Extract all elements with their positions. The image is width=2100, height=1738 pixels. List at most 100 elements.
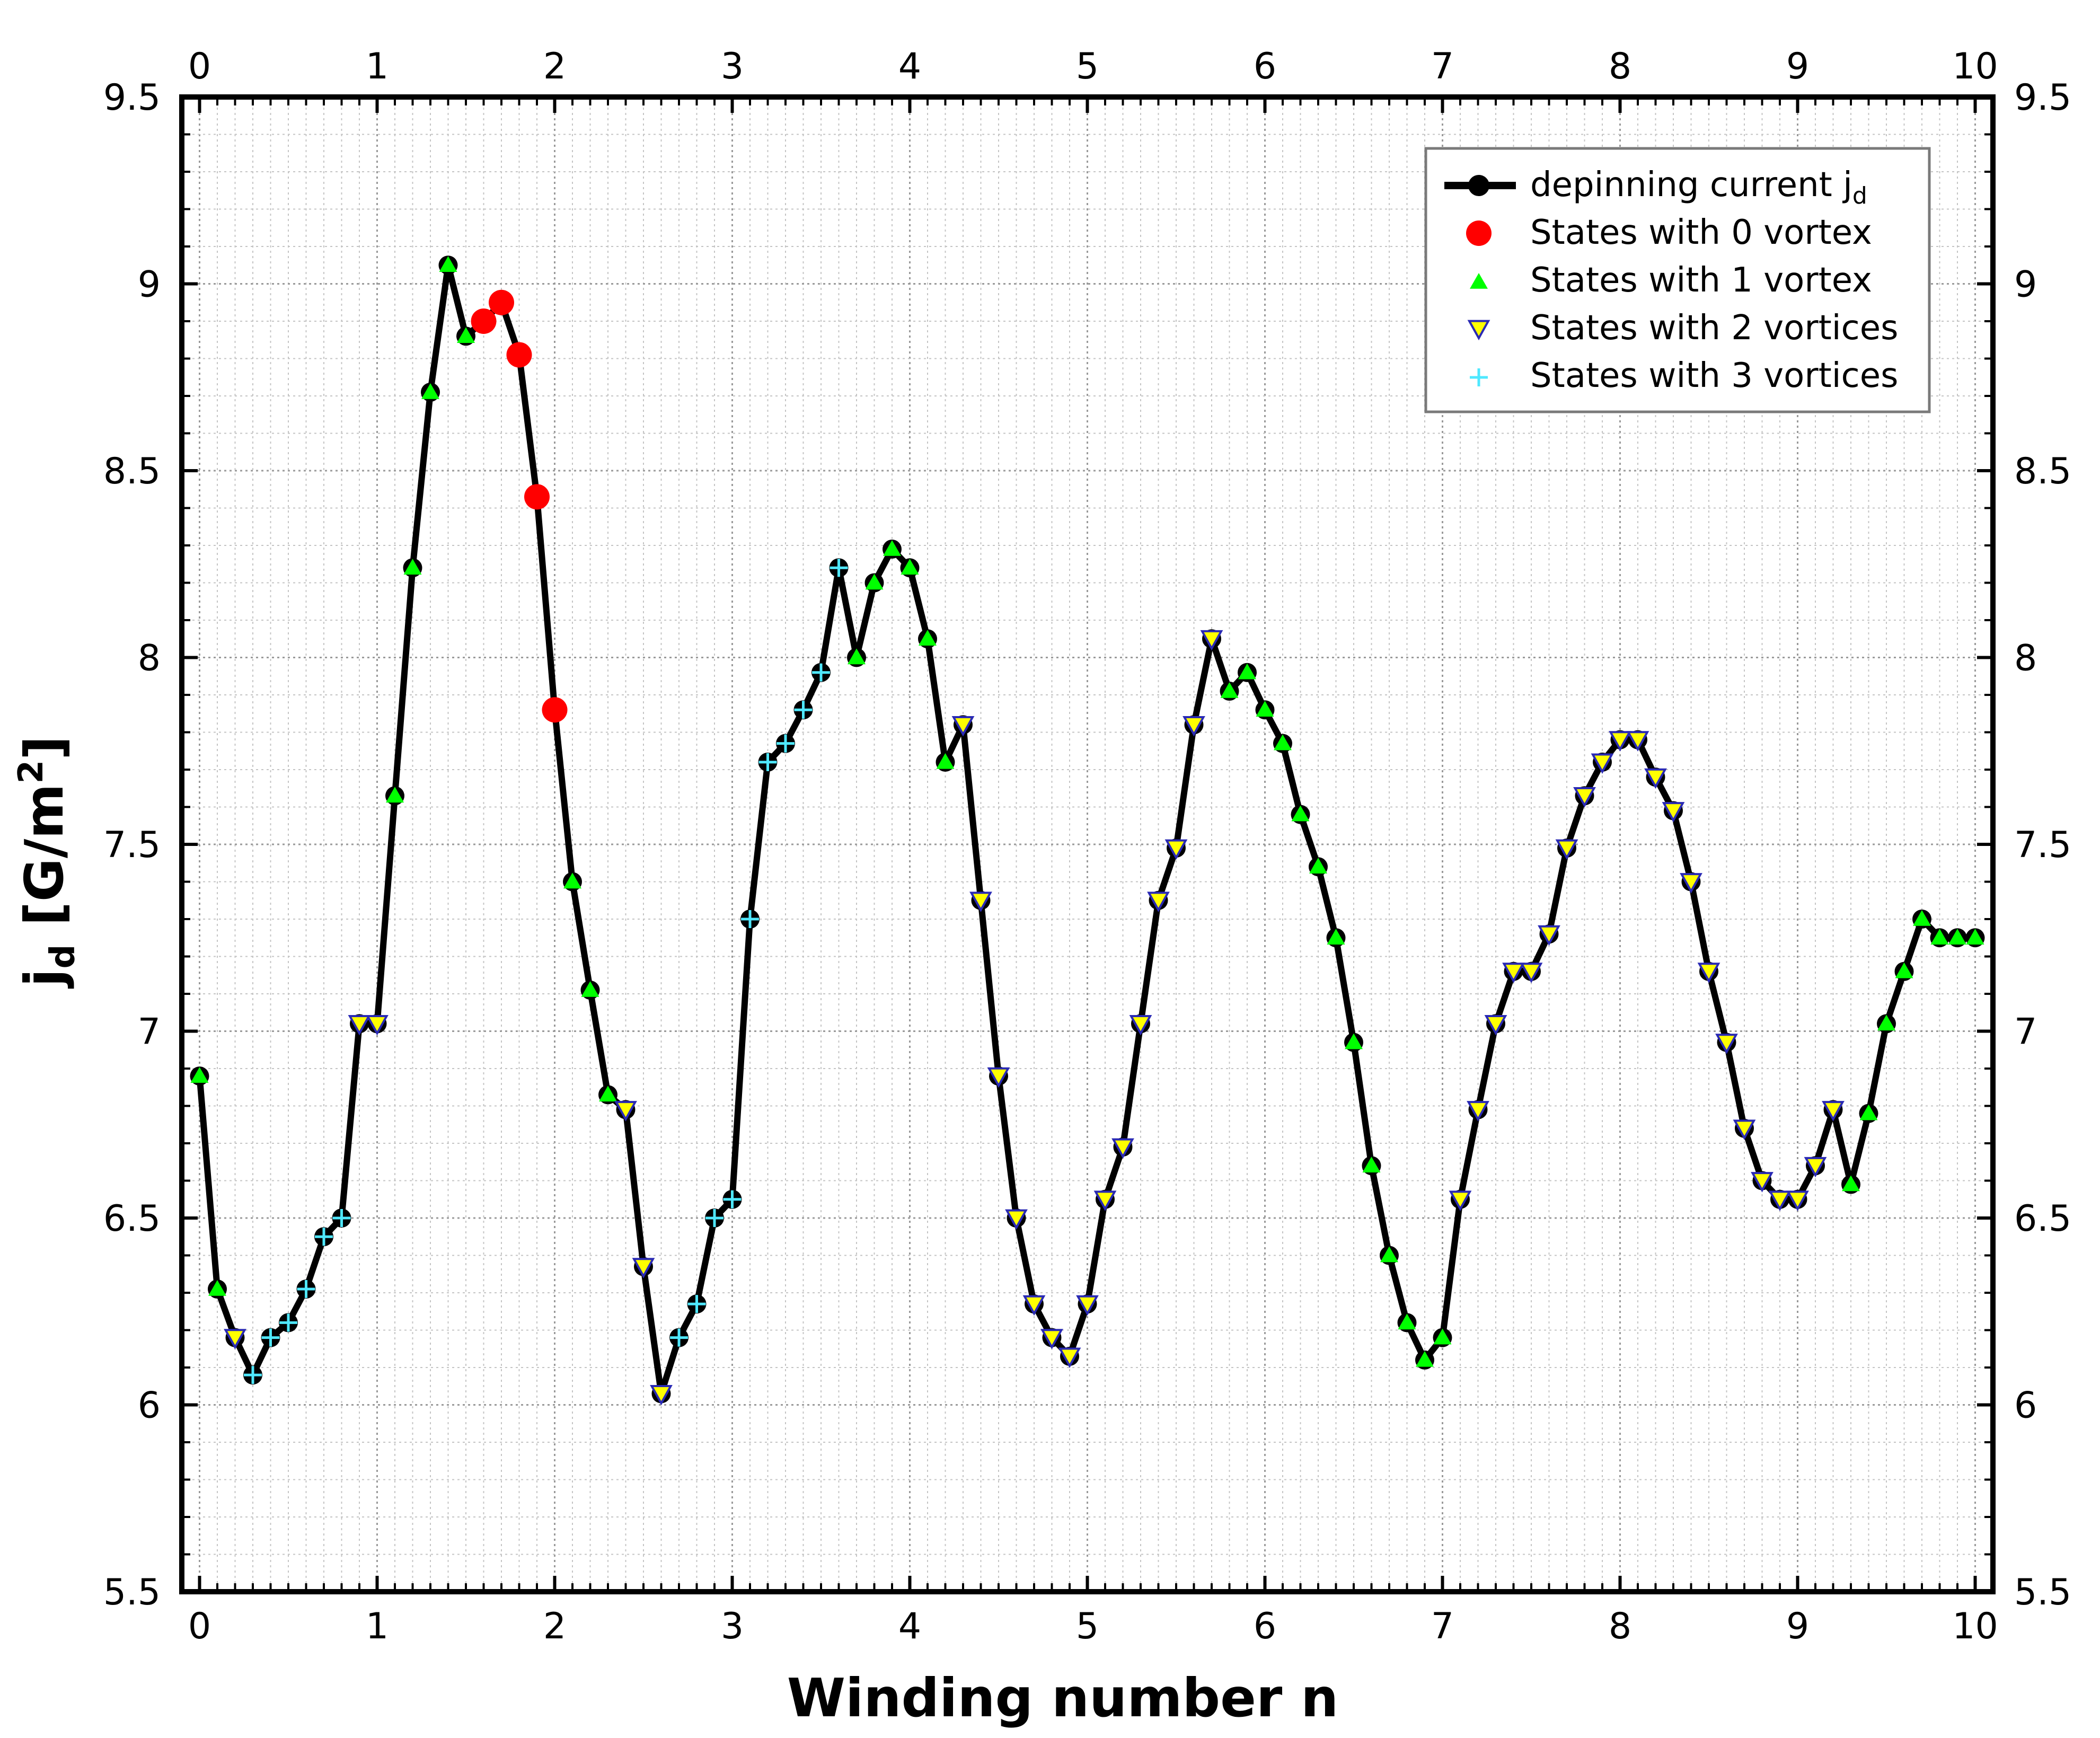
data-point-2-vortices [1129,1015,1152,1036]
data-point-2-vortices [1005,1209,1028,1230]
data-point-1-vortex [1913,910,1931,926]
data-point-2-vortices [1040,1329,1063,1349]
legend-label-0-vortex: States with 0 vortex [1530,213,1872,252]
tick-labels: 0 0 1 1 2 2 3 3 4 4 5 5 6 6 7 7 8 8 9 9 10 10 5.5 5.5 6 6 6.5 6.5 7 7… [103,46,2071,1647]
data-point-3-vortices [758,753,777,771]
data-point-0-vortex [489,289,514,315]
data-point-2-vortices [969,892,992,912]
data-point-1-vortex [599,1086,617,1102]
legend-label-3-vortices: States with 3 vortices [1530,356,1898,395]
x-tick-label-top: 9 [1786,46,1809,87]
data-point-2-vortices [632,1258,655,1278]
data-point-3-vortices [261,1328,280,1347]
data-point-1-vortex [1274,734,1292,751]
data-point-3-vortices [297,1280,315,1298]
x-tick-label-bottom: 2 [543,1605,566,1647]
data-point-3-vortices [332,1209,351,1227]
plot-frame [179,94,1996,1594]
data-point-2-vortices [1697,963,1720,983]
data-point-2-vortices [1644,768,1667,789]
data-point-1-vortex [563,872,581,889]
x-tick-label-top: 2 [543,46,566,87]
x-tick-label-top: 8 [1609,46,1631,87]
data-point-2-vortices [1626,731,1649,752]
data-point-2-vortices [1520,963,1543,983]
data-point-3-vortices [723,1190,742,1208]
data-point-0-vortex [524,484,550,510]
data-point-2-vortices [1591,753,1614,774]
data-point-2-vortices [1164,839,1188,860]
x-tick-label-top: 0 [188,46,211,87]
data-point-2-vortices [224,1329,246,1349]
data-point-1-vortex [1859,1104,1878,1121]
x-tick-label-top: 1 [366,46,389,87]
y-tick-label-left: 6 [138,1385,161,1427]
x-tick-label-bottom: 6 [1254,1605,1276,1647]
y-tick-label-right: 8.5 [2014,451,2071,492]
data-point-3-vortices [1470,368,1488,386]
data-point-2-vortices [1733,1119,1756,1140]
data-point-1-vortex [865,574,884,590]
x-tick-label-bottom: 5 [1076,1605,1099,1647]
x-tick-label-top: 5 [1076,46,1099,87]
y-tick-label-left: 6.5 [103,1198,161,1240]
y-tick-label-left: 8.5 [103,451,161,492]
y-axis-label-end: ] [13,736,75,760]
data-point-1-vortex [1362,1157,1381,1173]
legend-label-depinning-main: depinning current j [1530,165,1852,205]
data-point-3-vortices [705,1209,723,1227]
data-point-3-vortices [279,1313,297,1332]
data-point-1-vortex [457,327,475,343]
data-markers [190,255,1985,1406]
data-point-1-vortex [1433,1328,1452,1345]
data-point-1-vortex [1380,1246,1398,1263]
data-point-1-vortex [1470,273,1488,289]
data-point-1-vortex [421,383,439,399]
data-point-3-vortices [830,559,848,577]
x-tick-label-top: 7 [1431,46,1454,87]
legend-label-depinning: depinning current jd [1530,165,1867,209]
data-point-1-vortex [883,540,901,556]
data-point-1-vortex [1220,682,1239,698]
data-point-1-vortex [848,648,866,665]
data-point-1-vortex [386,787,404,803]
x-tick-label-bottom: 4 [898,1605,921,1647]
y-tick-label-left: 9 [138,264,161,306]
data-point-1-vortex [1930,929,1949,945]
x-tick-label-bottom: 3 [721,1605,744,1647]
data-point-2-vortices [1200,630,1223,651]
legend-box [1424,147,1931,413]
x-tick-label-top: 10 [1952,46,1998,87]
data-point-1-vortex [1309,858,1327,874]
data-point-2-vortices [1467,320,1490,341]
data-point-2-vortices [1751,1172,1773,1193]
y-axis-label: jd [G/m2] [12,736,83,989]
data-point-1-vortex [936,753,955,769]
y-tick-label-right: 9.5 [2014,77,2071,119]
y-axis-label-sub: d [43,945,83,969]
data-point-3-vortices [794,701,813,719]
data-point-2-vortices [1058,1347,1081,1368]
data-point-2-vortices [1573,787,1596,808]
data-point-3-vortices [812,663,830,682]
data-point-2-vortices [366,1015,389,1036]
data-point-2-vortices [1111,1138,1134,1159]
legend-label-1-vortex: States with 1 vortex [1530,261,1872,300]
data-point-3-vortices [777,734,795,753]
data-point-2-vortices [1502,963,1525,983]
data-point-1-vortex [1966,929,1984,945]
data-point-2-vortices [1680,873,1702,894]
data-point-3-vortices [687,1295,706,1313]
data-point-2-vortices [951,716,975,737]
data-point-2-vortices [1555,839,1578,860]
y-tick-label-left: 5.5 [103,1572,161,1613]
data-point-1-vortex [1238,663,1256,680]
data-point-1-vortex [439,256,457,272]
y-tick-label-left: 8 [138,638,161,680]
data-point-1-vortex [1345,1033,1363,1049]
y-tick-label-right: 7 [2014,1011,2037,1053]
data-point-2-vortices [1093,1190,1117,1211]
y-tick-label-right: 6.5 [2014,1198,2071,1240]
data-point-0-vortex [1466,220,1492,246]
